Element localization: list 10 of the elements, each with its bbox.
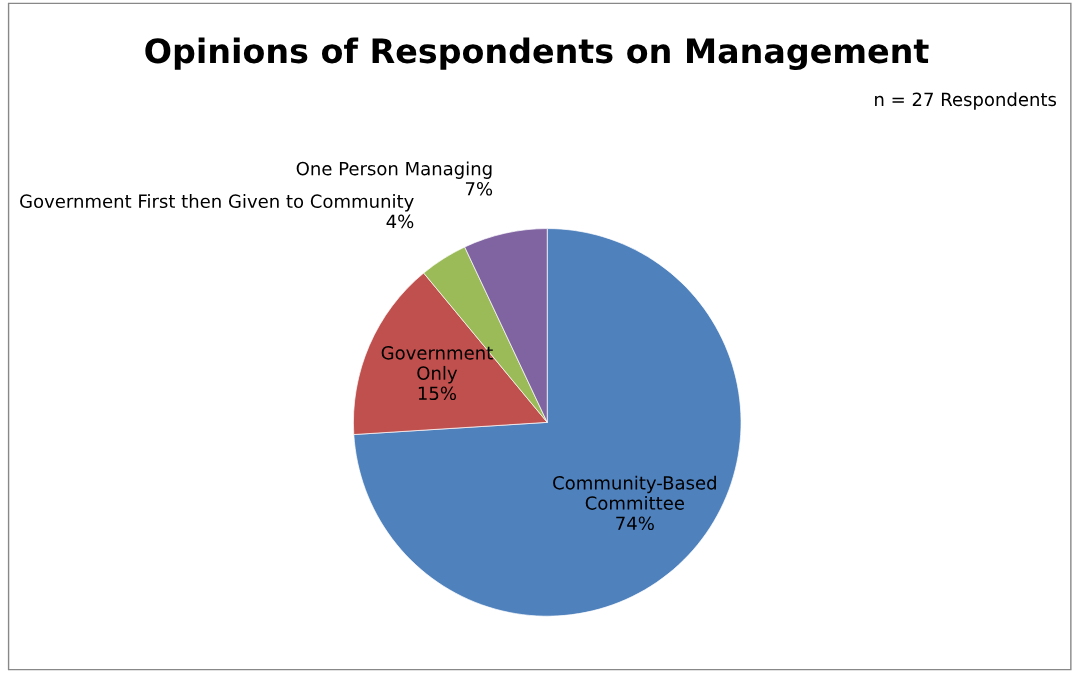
- data-label: 74%: [616, 516, 654, 531]
- data-label: 15%: [418, 386, 457, 401]
- slice-label: One Person Managing: [296, 161, 492, 179]
- slice-label: Community-Based Committee: [553, 475, 716, 510]
- chart-title: Opinions of Respondents on Management: [145, 37, 929, 71]
- data-label: 7%: [465, 181, 493, 196]
- text: n = 27 Respondents: [875, 92, 1057, 110]
- pie-slice: [353, 228, 742, 617]
- slice-label: Government First then Given to Community: [20, 194, 414, 212]
- data-label: 4%: [386, 214, 414, 229]
